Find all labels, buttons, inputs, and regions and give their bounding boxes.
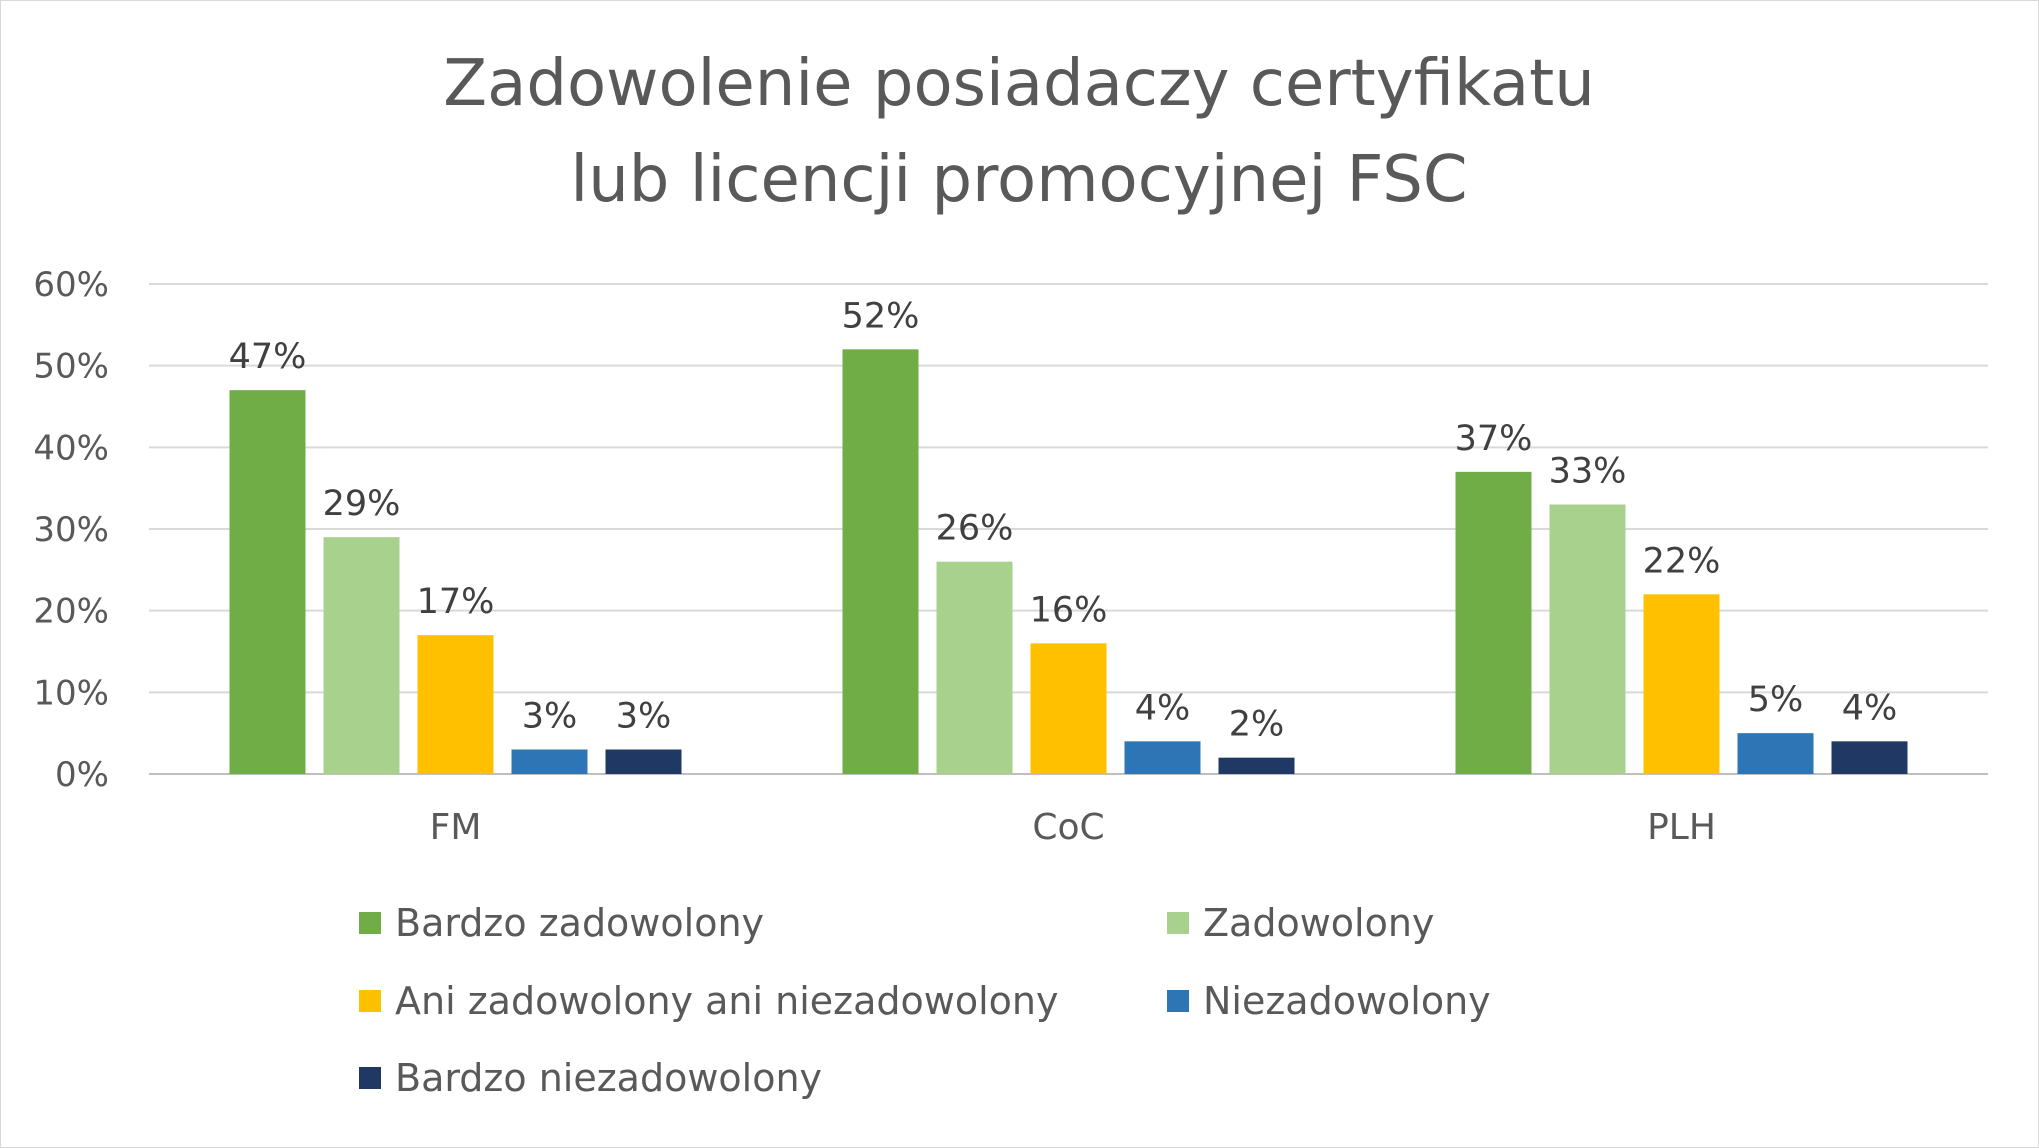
- data-label: 52%: [842, 296, 920, 336]
- legend-swatch: [359, 990, 381, 1012]
- bar: [605, 749, 682, 774]
- bar: [1737, 733, 1814, 774]
- y-tick-label: 20%: [33, 592, 109, 632]
- x-category-label: PLH: [1647, 807, 1716, 848]
- legend-swatch: [1167, 990, 1189, 1012]
- bar: [1549, 504, 1626, 774]
- data-label: 37%: [1455, 419, 1533, 459]
- data-label: 4%: [1135, 688, 1191, 728]
- bar: [842, 349, 919, 774]
- legend-label: Bardzo niezadowolony: [395, 1056, 822, 1100]
- data-label: 16%: [1030, 590, 1108, 630]
- legend-label: Niezadowolony: [1203, 979, 1491, 1023]
- data-label: 3%: [616, 697, 672, 737]
- x-category-label: CoC: [1032, 807, 1104, 848]
- chart-title-line-2: lub licencji promocyjnej FSC: [570, 143, 1467, 217]
- legend-swatch: [359, 912, 381, 934]
- legend: Bardzo zadowolony Zadowolony Ani zadowolon…: [359, 901, 1491, 1100]
- y-tick-label: 0%: [55, 755, 109, 795]
- y-tick-label: 40%: [33, 428, 109, 468]
- data-label: 22%: [1643, 541, 1721, 581]
- bar: [511, 749, 588, 774]
- data-label: 26%: [936, 509, 1014, 549]
- legend-label: Zadowolony: [1203, 901, 1434, 945]
- bar: [936, 561, 1013, 774]
- bar: [1455, 471, 1532, 774]
- legend-label: Ani zadowolony ani niezadowolony: [395, 979, 1058, 1023]
- legend-swatch: [1167, 912, 1189, 934]
- data-label: 4%: [1842, 688, 1898, 728]
- bar: [1643, 594, 1720, 774]
- bar: [323, 537, 400, 774]
- data-labels: 47% 29% 17% 3% 3% 52% 26% 16% 4% 2% 37% 33% 22% 5% 4%: [229, 296, 1898, 744]
- y-tick-label: 30%: [33, 510, 109, 550]
- bar: [1124, 741, 1201, 774]
- y-tick-label: 50%: [33, 347, 109, 387]
- data-label: 17%: [417, 582, 495, 622]
- data-label: 3%: [522, 697, 578, 737]
- y-tick-label: 10%: [33, 673, 109, 713]
- y-tick-label: 60%: [33, 265, 109, 305]
- x-axis-categories: FM CoC PLH: [430, 807, 1716, 848]
- data-label: 5%: [1748, 680, 1804, 720]
- data-label: 2%: [1229, 705, 1285, 745]
- bar: [1218, 757, 1295, 774]
- bar: [229, 390, 306, 774]
- data-label: 47%: [229, 337, 307, 377]
- bar: [417, 635, 494, 774]
- x-category-label: FM: [430, 807, 482, 848]
- data-label: 29%: [323, 484, 401, 524]
- bars: [229, 349, 1908, 774]
- bar: [1030, 643, 1107, 774]
- y-axis-ticks: 0% 10% 20% 30% 40% 50% 60%: [33, 265, 109, 795]
- chart-title-line-1: Zadowolenie posiadaczy certyfikatu: [443, 47, 1595, 121]
- legend-label: Bardzo zadowolony: [395, 901, 764, 945]
- legend-swatch: [359, 1067, 381, 1089]
- data-label: 33%: [1549, 452, 1627, 492]
- bar: [1831, 741, 1908, 774]
